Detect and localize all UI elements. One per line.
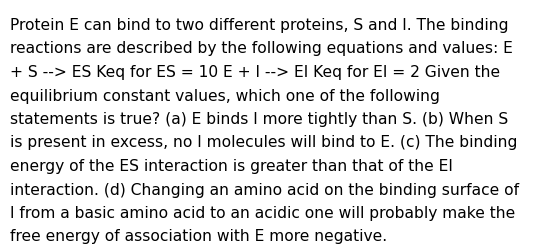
Text: reactions are described by the following equations and values: E: reactions are described by the following… (10, 41, 513, 56)
Text: equilibrium constant values, which one of the following: equilibrium constant values, which one o… (10, 88, 440, 103)
Text: is present in excess, no I molecules will bind to E. (c) The binding: is present in excess, no I molecules wil… (10, 135, 517, 150)
Text: statements is true? (a) E binds I more tightly than S. (b) When S: statements is true? (a) E binds I more t… (10, 112, 508, 126)
Text: I from a basic amino acid to an acidic one will probably make the: I from a basic amino acid to an acidic o… (10, 205, 515, 220)
Text: + S --> ES Keq for ES = 10 E + I --> EI Keq for EI = 2 Given the: + S --> ES Keq for ES = 10 E + I --> EI … (10, 65, 500, 80)
Text: interaction. (d) Changing an amino acid on the binding surface of: interaction. (d) Changing an amino acid … (10, 182, 519, 197)
Text: free energy of association with E more negative.: free energy of association with E more n… (10, 228, 387, 244)
Text: energy of the ES interaction is greater than that of the EI: energy of the ES interaction is greater … (10, 158, 453, 173)
Text: Protein E can bind to two different proteins, S and I. The binding: Protein E can bind to two different prot… (10, 18, 508, 33)
